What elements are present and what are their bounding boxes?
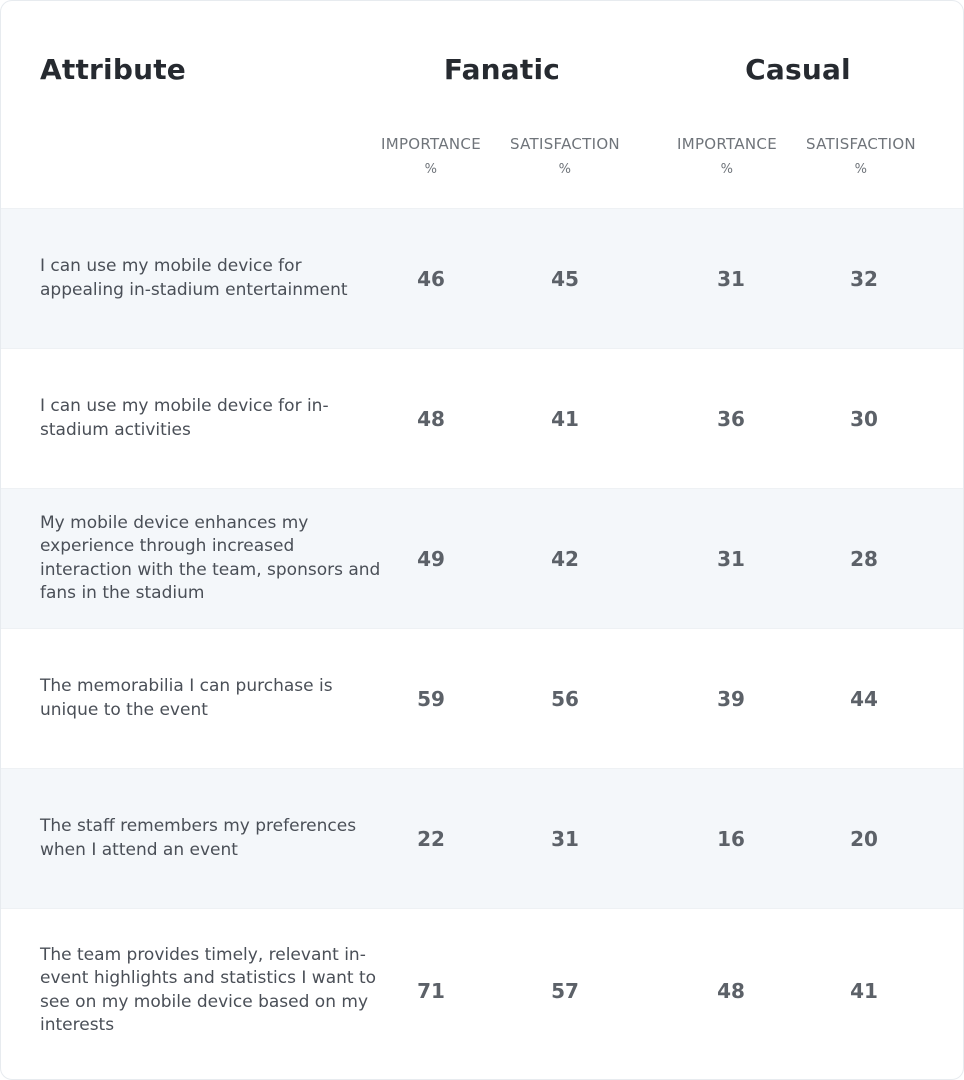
subheader-label: IMPORTANCE [677,135,777,153]
attribute-cell: The team provides timely, relevant in-ev… [40,944,377,1036]
attribute-cell: I can use my mobile device for appealing… [40,256,348,300]
casual-importance-value: 31 [717,546,745,571]
fanatic-satisfaction-value: 57 [551,978,579,1003]
fanatic-satisfaction-header: SATISFACTION % [495,131,635,183]
casual-group-header: Casual [745,53,851,86]
fanatic-importance-value: 48 [417,406,445,431]
casual-importance-value: 31 [717,266,745,291]
subheader-label: SATISFACTION [510,135,620,153]
fanatic-satisfaction-value: 56 [551,686,579,711]
subheader-label: SATISFACTION [806,135,916,153]
subheader-unit: % [424,162,438,177]
fanatic-group-header: Fanatic [443,53,561,86]
casual-satisfaction-value: 44 [850,686,878,711]
table-row: The team provides timely, relevant in-ev… [1,908,963,1072]
attribute-cell: The staff remembers my preferences when … [40,816,357,860]
fanatic-satisfaction-value: 42 [551,546,579,571]
casual-satisfaction-value: 20 [850,826,878,851]
fanatic-importance-value: 22 [417,826,445,851]
table-row: I can use my mobile device for in-stadiu… [1,348,963,488]
casual-importance-value: 16 [717,826,745,851]
casual-satisfaction-value: 41 [850,978,878,1003]
casual-satisfaction-header: SATISFACTION % [791,131,931,183]
casual-satisfaction-value: 32 [850,266,878,291]
attribute-cell: The memorabilia I can purchase is unique… [40,676,333,720]
table-row: The memorabilia I can purchase is unique… [1,628,963,768]
subheader-unit: % [720,162,734,177]
subheader-label: IMPORTANCE [381,135,481,153]
table-row: I can use my mobile device for appealing… [1,208,963,348]
fanatic-importance-header: IMPORTANCE % [361,131,501,183]
casual-importance-header: IMPORTANCE % [657,131,797,183]
casual-importance-value: 48 [717,978,745,1003]
attribute-cell: I can use my mobile device for in-stadiu… [40,396,329,440]
casual-satisfaction-value: 28 [850,546,878,571]
fanatic-satisfaction-value: 31 [551,826,579,851]
fanatic-satisfaction-value: 45 [551,266,579,291]
table-row: My mobile device enhances my experience … [1,488,963,628]
table-body: I can use my mobile device for appealing… [1,208,963,1072]
casual-importance-value: 39 [717,686,745,711]
subheader-unit: % [854,162,868,177]
table-row: The staff remembers my preferences when … [1,768,963,908]
casual-importance-value: 36 [717,406,745,431]
fanatic-importance-value: 59 [417,686,445,711]
fanatic-importance-value: 49 [417,546,445,571]
casual-satisfaction-value: 30 [850,406,878,431]
attribute-cell: My mobile device enhances my experience … [40,512,381,604]
fanatic-importance-value: 46 [417,266,445,291]
fanatic-importance-value: 71 [417,978,445,1003]
subheader-unit: % [558,162,572,177]
fanatic-satisfaction-value: 41 [551,406,579,431]
attribute-header: Attribute [40,53,186,86]
